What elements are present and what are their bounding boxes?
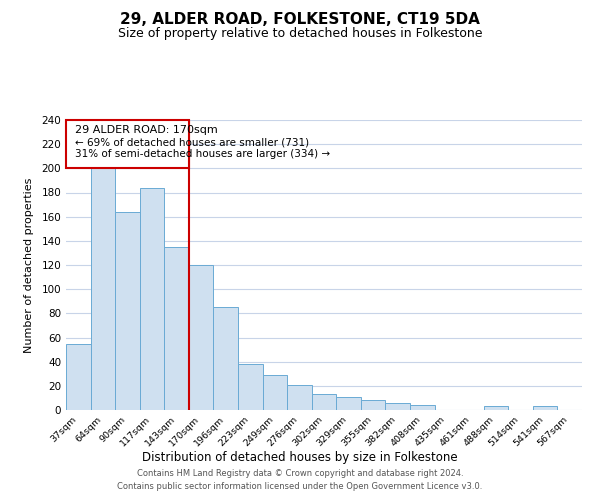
Bar [361, 400, 385, 410]
Bar [91, 167, 115, 410]
Bar [312, 394, 336, 410]
Bar [140, 188, 164, 410]
Bar [385, 403, 410, 410]
Bar [263, 375, 287, 410]
Text: 29 ALDER ROAD: 170sqm: 29 ALDER ROAD: 170sqm [75, 125, 218, 135]
Bar [410, 405, 434, 410]
Bar [189, 265, 214, 410]
Text: Size of property relative to detached houses in Folkestone: Size of property relative to detached ho… [118, 28, 482, 40]
Bar [164, 247, 189, 410]
Bar [214, 308, 238, 410]
Text: Distribution of detached houses by size in Folkestone: Distribution of detached houses by size … [142, 451, 458, 464]
Text: ← 69% of detached houses are smaller (731): ← 69% of detached houses are smaller (73… [75, 138, 309, 147]
Text: 29, ALDER ROAD, FOLKESTONE, CT19 5DA: 29, ALDER ROAD, FOLKESTONE, CT19 5DA [120, 12, 480, 28]
Bar [336, 396, 361, 410]
Text: Contains HM Land Registry data © Crown copyright and database right 2024.
Contai: Contains HM Land Registry data © Crown c… [118, 469, 482, 491]
Bar [287, 384, 312, 410]
Bar [238, 364, 263, 410]
Bar [533, 406, 557, 410]
Text: 31% of semi-detached houses are larger (334) →: 31% of semi-detached houses are larger (… [75, 149, 330, 159]
Bar [115, 212, 140, 410]
Bar [484, 406, 508, 410]
Y-axis label: Number of detached properties: Number of detached properties [25, 178, 34, 352]
Bar [66, 344, 91, 410]
